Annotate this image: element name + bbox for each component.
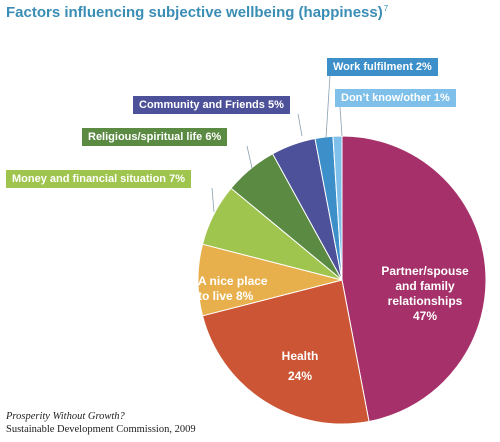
slice-health	[201, 279, 370, 425]
callout-dontknow: Don’t know/other 1%	[335, 89, 456, 107]
label-partner: Partner/spouse and family relationships …	[381, 264, 469, 323]
leader-line-religious	[246, 145, 253, 169]
leader-line-dontknow	[339, 106, 343, 137]
callout-community: Community and Friends 5%	[133, 96, 290, 114]
leader-line-money	[211, 187, 215, 213]
source-citation: Prosperity Without Growth? Sustainable D…	[6, 410, 196, 436]
chart-title-text: Factors influencing subjective wellbeing…	[6, 4, 383, 21]
label-health: Health 24%	[281, 349, 319, 383]
pie-slices	[197, 135, 487, 425]
slice-partner	[341, 135, 487, 423]
source-title: Prosperity Without Growth?	[6, 411, 125, 422]
callout-leader-lines	[211, 74, 343, 213]
leader-line-work	[325, 74, 331, 139]
callout-work: Work fulfilment 2%	[327, 58, 438, 76]
footnote-marker: 7	[383, 4, 389, 13]
leader-line-community	[297, 113, 303, 137]
source-credit: Sustainable Development Commission, 2009	[6, 424, 196, 435]
callout-money: Money and financial situation 7%	[6, 170, 191, 188]
callout-religious: Religious/spiritual life 6%	[82, 128, 228, 146]
label-place: A nice place to live 8%	[198, 274, 268, 303]
chart-title: Factors influencing subjective wellbeing…	[6, 4, 388, 21]
